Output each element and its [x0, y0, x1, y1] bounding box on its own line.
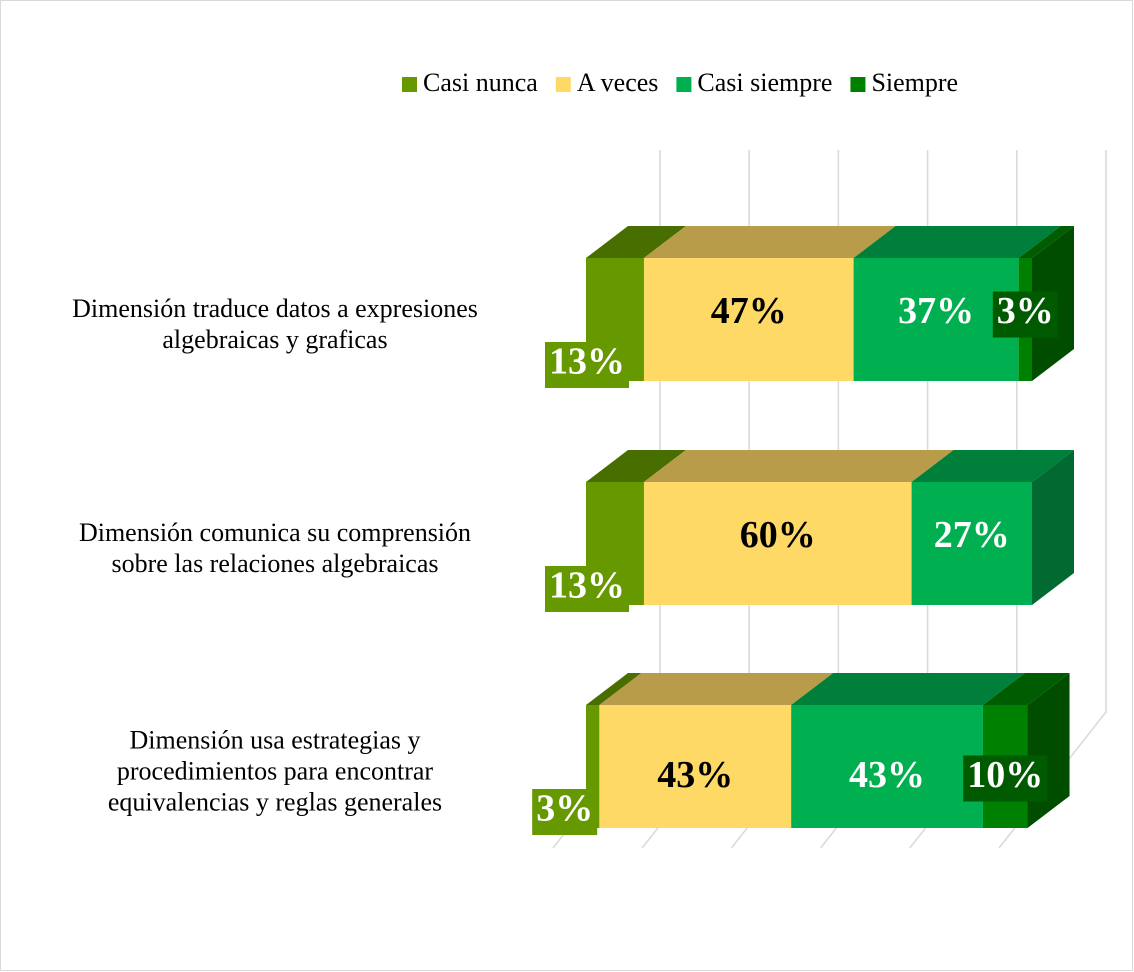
data-label: 3% — [536, 788, 593, 830]
data-label: 60% — [740, 514, 816, 556]
data-label-bg — [544, 566, 629, 612]
legend-label: Casi siempre — [697, 68, 832, 97]
data-label: 3% — [997, 290, 1054, 332]
bar-top — [791, 673, 1025, 705]
data-label: 43% — [657, 754, 733, 796]
data-label-bg — [929, 515, 1014, 562]
data-label-bg — [845, 755, 930, 802]
data-label: 47% — [711, 290, 787, 332]
bar-top — [586, 226, 686, 258]
bar-top — [643, 226, 896, 258]
legend-swatch — [402, 77, 417, 92]
data-label: 10% — [967, 754, 1043, 796]
category-label: Dimensión traduce datos a expresiones al… — [72, 293, 478, 354]
category-label: Dimensión comunica su comprensión sobre … — [78, 517, 472, 578]
data-label-bg — [532, 789, 598, 835]
bar — [599, 705, 792, 828]
bar-side — [1032, 450, 1074, 605]
data-label: 13% — [549, 341, 625, 383]
category-label: Dimensión usa estrategias y procedimient… — [107, 725, 443, 816]
data-label: 37% — [898, 290, 974, 332]
legend-swatch — [555, 77, 571, 92]
data-label: 13% — [549, 565, 625, 607]
bar — [643, 258, 854, 381]
data-label-bg — [992, 291, 1058, 338]
bar-top — [853, 226, 1061, 258]
legend-label: A veces — [577, 68, 659, 97]
bar-top — [982, 673, 1070, 705]
data-label: 27% — [934, 514, 1010, 556]
bar-top — [586, 673, 642, 705]
bar-top — [599, 673, 834, 705]
bar-top — [586, 450, 686, 482]
data-label-bg — [544, 342, 629, 388]
data-label-bg — [963, 755, 1048, 802]
legend-swatch — [850, 77, 866, 92]
data-label-bg — [894, 291, 979, 338]
bar-top — [911, 450, 1074, 482]
bar — [643, 482, 912, 605]
legend-label: Casi nunca — [423, 68, 538, 97]
data-label: 43% — [849, 754, 925, 796]
bar-top — [1018, 226, 1074, 258]
legend-swatch — [676, 77, 692, 92]
legend-label: Siempre — [871, 68, 958, 97]
bar-top — [643, 450, 954, 482]
